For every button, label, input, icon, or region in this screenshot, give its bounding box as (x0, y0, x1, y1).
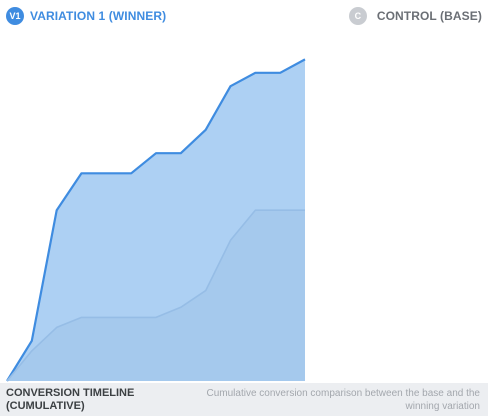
chart-title: CONVERSION TIMELINE (CUMULATIVE) (6, 387, 135, 412)
variation-label: VARIATION 1 (WINNER) (30, 9, 167, 23)
area-series-1 (7, 210, 305, 381)
line-series-1 (6, 209, 305, 382)
variation-badge: V1 (6, 7, 24, 25)
legend-item-control[interactable]: C CONTROL (BASE) (348, 6, 482, 26)
chart-legend: V1 VARIATION 1 (WINNER) C CONTROL (BASE) (0, 6, 488, 26)
chart-footer: CONVERSION TIMELINE (CUMULATIVE) Cumulat… (0, 383, 488, 416)
control-badge: C (348, 7, 367, 25)
line-series-0 (6, 58, 306, 382)
chart-description: Cumulative conversion comparison between… (206, 388, 481, 412)
control-label: CONTROL (BASE) (376, 9, 482, 23)
legend-item-variation[interactable]: V1 VARIATION 1 (WINNER) (6, 6, 166, 26)
